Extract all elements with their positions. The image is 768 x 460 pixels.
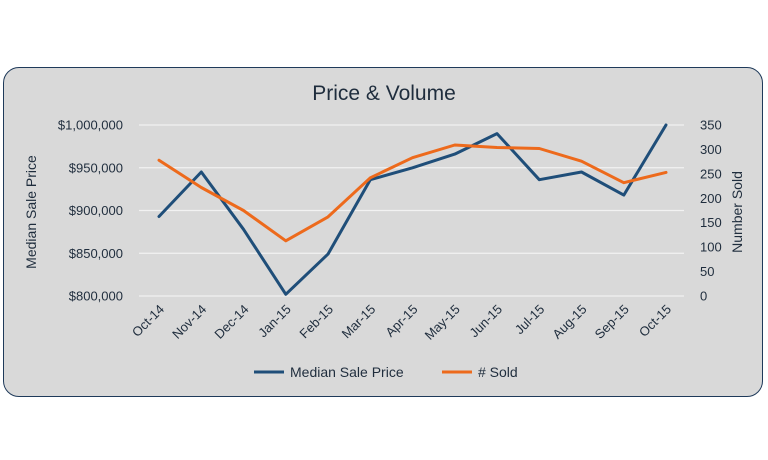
right-tick-label: 100 bbox=[700, 240, 722, 255]
legend: Median Sale Price # Sold bbox=[254, 364, 518, 380]
median-sale-price-line bbox=[157, 123, 668, 296]
x-tick-label: Sep-15 bbox=[592, 302, 632, 342]
series-lines bbox=[157, 123, 668, 296]
x-tick-label: Dec-14 bbox=[211, 302, 251, 342]
right-tick-label: 150 bbox=[700, 215, 722, 230]
x-tick-label: Jun-15 bbox=[466, 302, 505, 341]
grid-lines bbox=[139, 124, 684, 297]
right-tick-label: 250 bbox=[700, 166, 722, 181]
left-axis-title: Median Sale Price bbox=[23, 155, 39, 269]
x-tick-label: Mar-15 bbox=[339, 302, 379, 342]
x-tick-label: Jul-15 bbox=[512, 302, 548, 338]
legend-label-number-sold: # Sold bbox=[478, 364, 518, 380]
x-tick-label: Feb-15 bbox=[296, 302, 336, 342]
x-tick-label: Oct-15 bbox=[636, 302, 674, 340]
left-axis-ticks: $800,000 $850,000 $900,000 $950,000 $1,000,0… bbox=[58, 118, 123, 304]
x-tick-label: Oct-14 bbox=[129, 302, 167, 340]
price-volume-chart: Price & Volume $800,000$850,000$900,000$… bbox=[23, 82, 745, 380]
chart-title: Price & Volume bbox=[312, 82, 456, 105]
legend-label-median-sale-price: Median Sale Price bbox=[290, 364, 404, 380]
left-tick-label: $800,000 bbox=[69, 289, 123, 304]
left-tick-label: $1,000,000 bbox=[58, 118, 123, 133]
x-tick-label: Nov-14 bbox=[169, 302, 209, 342]
right-tick-label: 50 bbox=[700, 264, 714, 279]
left-tick-label: $950,000 bbox=[69, 160, 123, 175]
right-tick-label: 0 bbox=[700, 289, 707, 304]
right-axis-ticks: 0 50 100 150 200 250 300 350 bbox=[700, 118, 722, 304]
right-tick-label: 300 bbox=[700, 142, 722, 157]
left-tick-label: $900,000 bbox=[69, 203, 123, 218]
x-axis-ticks: Oct-14 Nov-14 Dec-14 Jan-15 Feb-15 Mar-15 Apr-… bbox=[129, 302, 674, 343]
x-tick-label: Aug-15 bbox=[549, 302, 589, 342]
number-sold-line bbox=[157, 143, 668, 243]
x-tick-label: Jan-15 bbox=[255, 302, 294, 341]
left-tick-label: $850,000 bbox=[69, 246, 123, 261]
right-tick-label: 350 bbox=[700, 118, 722, 133]
x-tick-label: May-15 bbox=[422, 302, 463, 343]
right-axis-title: Number Sold bbox=[729, 171, 745, 253]
x-tick-label: Apr-15 bbox=[382, 302, 420, 340]
right-tick-label: 200 bbox=[700, 191, 722, 206]
chart-card: Price & Volume $800,000 $850,000 $900,000 $… bbox=[3, 67, 763, 397]
